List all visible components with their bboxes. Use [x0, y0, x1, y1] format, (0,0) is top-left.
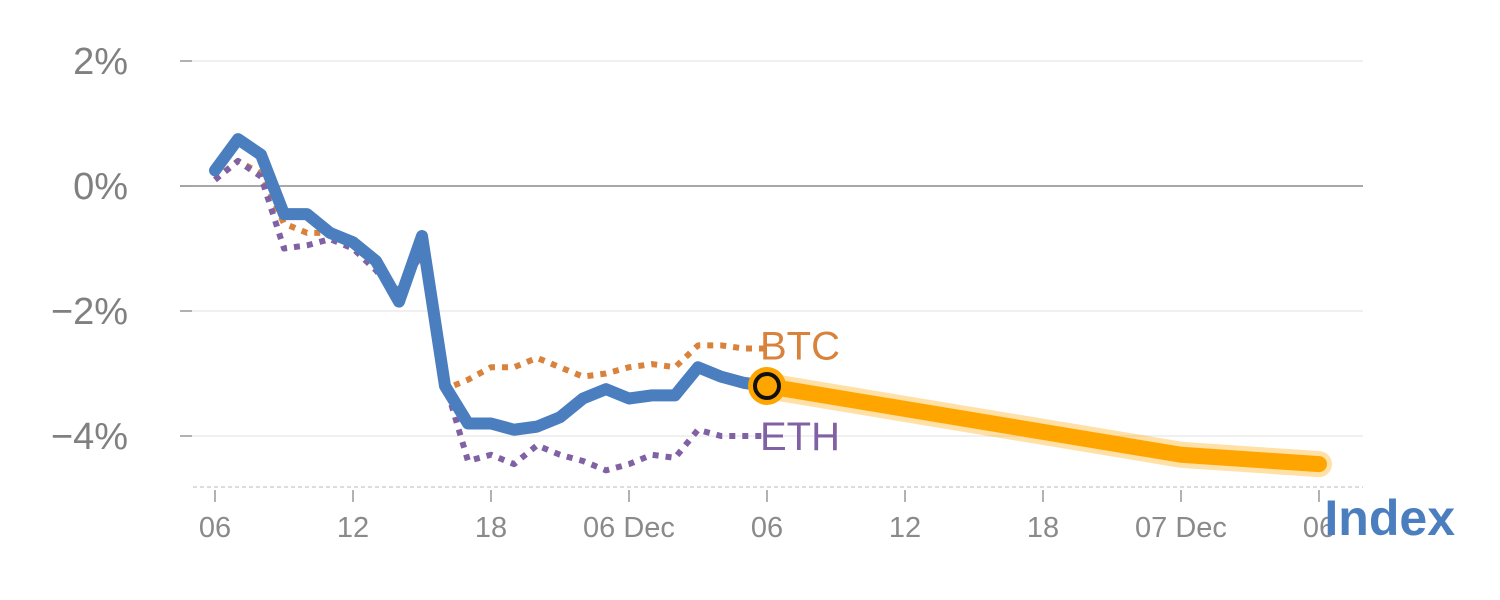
x-tick-label: 12	[337, 512, 369, 544]
eth-line	[213, 158, 767, 474]
y-tick-label: −4%	[51, 416, 128, 458]
x-tick-label: 18	[475, 512, 507, 544]
eth-series-label: ETH	[760, 415, 840, 459]
x-axis-ticks: 06 12 18 06 Dec 06 12 18 07 Dec 06	[199, 490, 1335, 544]
x-tick-label: 06	[1303, 512, 1335, 544]
index-series-label: Index	[1324, 490, 1455, 546]
x-tick-label: 12	[889, 512, 921, 544]
x-tick-label: 06 Dec	[583, 512, 675, 544]
btc-series-label: BTC	[760, 325, 840, 369]
current-point-ring	[753, 372, 781, 400]
grid-lines	[180, 60, 1363, 488]
current-point-marker	[748, 367, 786, 405]
btc-line	[213, 158, 767, 393]
index-line	[209, 133, 773, 436]
y-tick-label: 0%	[73, 166, 128, 208]
series-lines	[209, 133, 1332, 478]
x-tick-label: 06	[751, 512, 783, 544]
forecast-line	[759, 378, 1327, 473]
y-tick-label: −2%	[51, 291, 128, 333]
x-tick-label: 07 Dec	[1135, 512, 1227, 544]
y-tick-label: 2%	[73, 41, 128, 83]
x-tick-label: 18	[1027, 512, 1059, 544]
x-tick-label: 06	[199, 512, 231, 544]
y-axis-ticks: 2% 0% −2% −4%	[51, 41, 128, 458]
